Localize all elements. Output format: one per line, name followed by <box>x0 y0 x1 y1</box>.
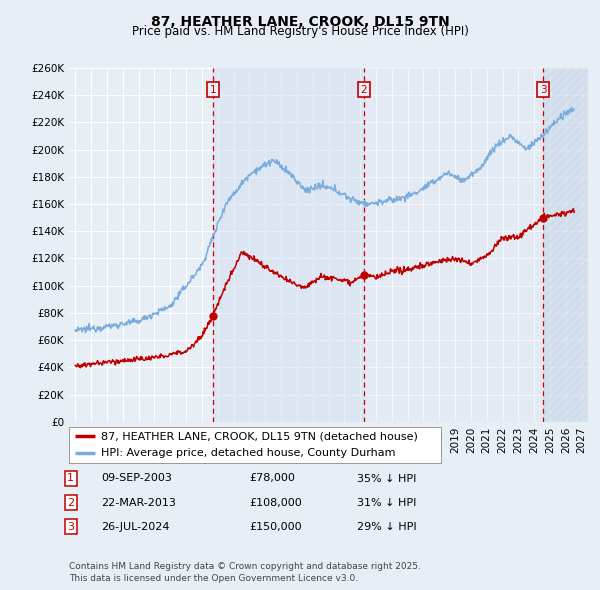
Text: 2: 2 <box>361 84 367 94</box>
Text: Contains HM Land Registry data © Crown copyright and database right 2025.
This d: Contains HM Land Registry data © Crown c… <box>69 562 421 583</box>
Text: 2: 2 <box>67 498 74 507</box>
Text: 1: 1 <box>209 84 216 94</box>
Text: 87, HEATHER LANE, CROOK, DL15 9TN: 87, HEATHER LANE, CROOK, DL15 9TN <box>151 15 449 29</box>
Text: £108,000: £108,000 <box>249 498 302 507</box>
Text: 3: 3 <box>67 522 74 532</box>
Text: 26-JUL-2024: 26-JUL-2024 <box>101 522 169 532</box>
Text: 1: 1 <box>67 474 74 483</box>
Text: £150,000: £150,000 <box>249 522 302 532</box>
Bar <box>213 68 364 422</box>
Text: Price paid vs. HM Land Registry's House Price Index (HPI): Price paid vs. HM Land Registry's House … <box>131 25 469 38</box>
Text: 35% ↓ HPI: 35% ↓ HPI <box>357 474 416 483</box>
Text: 09-SEP-2003: 09-SEP-2003 <box>101 474 172 483</box>
Bar <box>364 68 543 422</box>
Text: 87, HEATHER LANE, CROOK, DL15 9TN (detached house): 87, HEATHER LANE, CROOK, DL15 9TN (detac… <box>101 431 418 441</box>
Text: 29% ↓ HPI: 29% ↓ HPI <box>357 522 416 532</box>
Text: £78,000: £78,000 <box>249 474 295 483</box>
Text: 3: 3 <box>540 84 547 94</box>
Text: 22-MAR-2013: 22-MAR-2013 <box>101 498 176 507</box>
Text: HPI: Average price, detached house, County Durham: HPI: Average price, detached house, Coun… <box>101 448 395 458</box>
Bar <box>543 68 588 422</box>
Text: 31% ↓ HPI: 31% ↓ HPI <box>357 498 416 507</box>
